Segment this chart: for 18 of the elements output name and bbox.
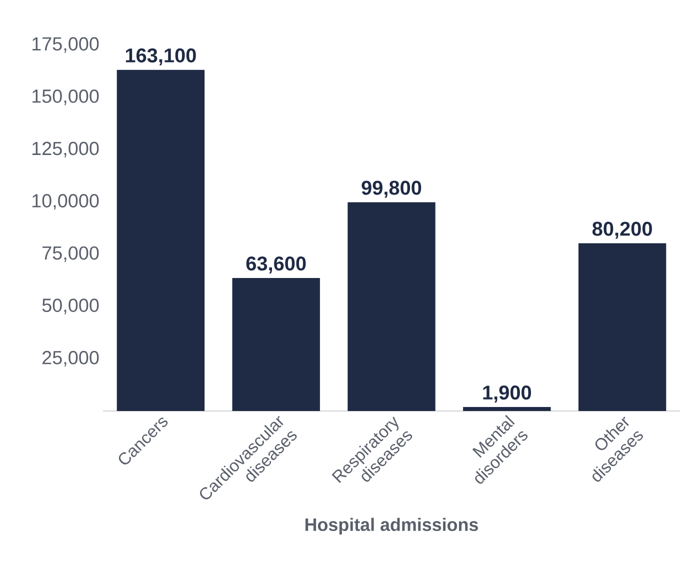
y-tick-label: 175,000: [32, 37, 99, 53]
data-label: 99,800: [362, 180, 422, 198]
bar: [116, 70, 205, 411]
y-tick-label: 10,0000: [32, 194, 99, 210]
data-label: 63,600: [246, 256, 306, 274]
bar: [463, 407, 551, 411]
bar: [578, 243, 666, 411]
bar: [232, 278, 320, 411]
y-tick-label: 125,000: [32, 142, 99, 158]
data-label: 1,900: [483, 386, 532, 402]
x-axis-title: Hospital admissions: [306, 518, 478, 535]
y-tick-label: 50,000: [42, 298, 99, 314]
bar: [348, 202, 436, 411]
y-tick-label: 25,000: [42, 350, 99, 367]
data-label: 80,200: [592, 222, 652, 239]
data-label: 163,100: [126, 48, 196, 66]
y-tick-label: 150,000: [32, 89, 99, 106]
y-tick-label: 75,000: [42, 246, 99, 262]
